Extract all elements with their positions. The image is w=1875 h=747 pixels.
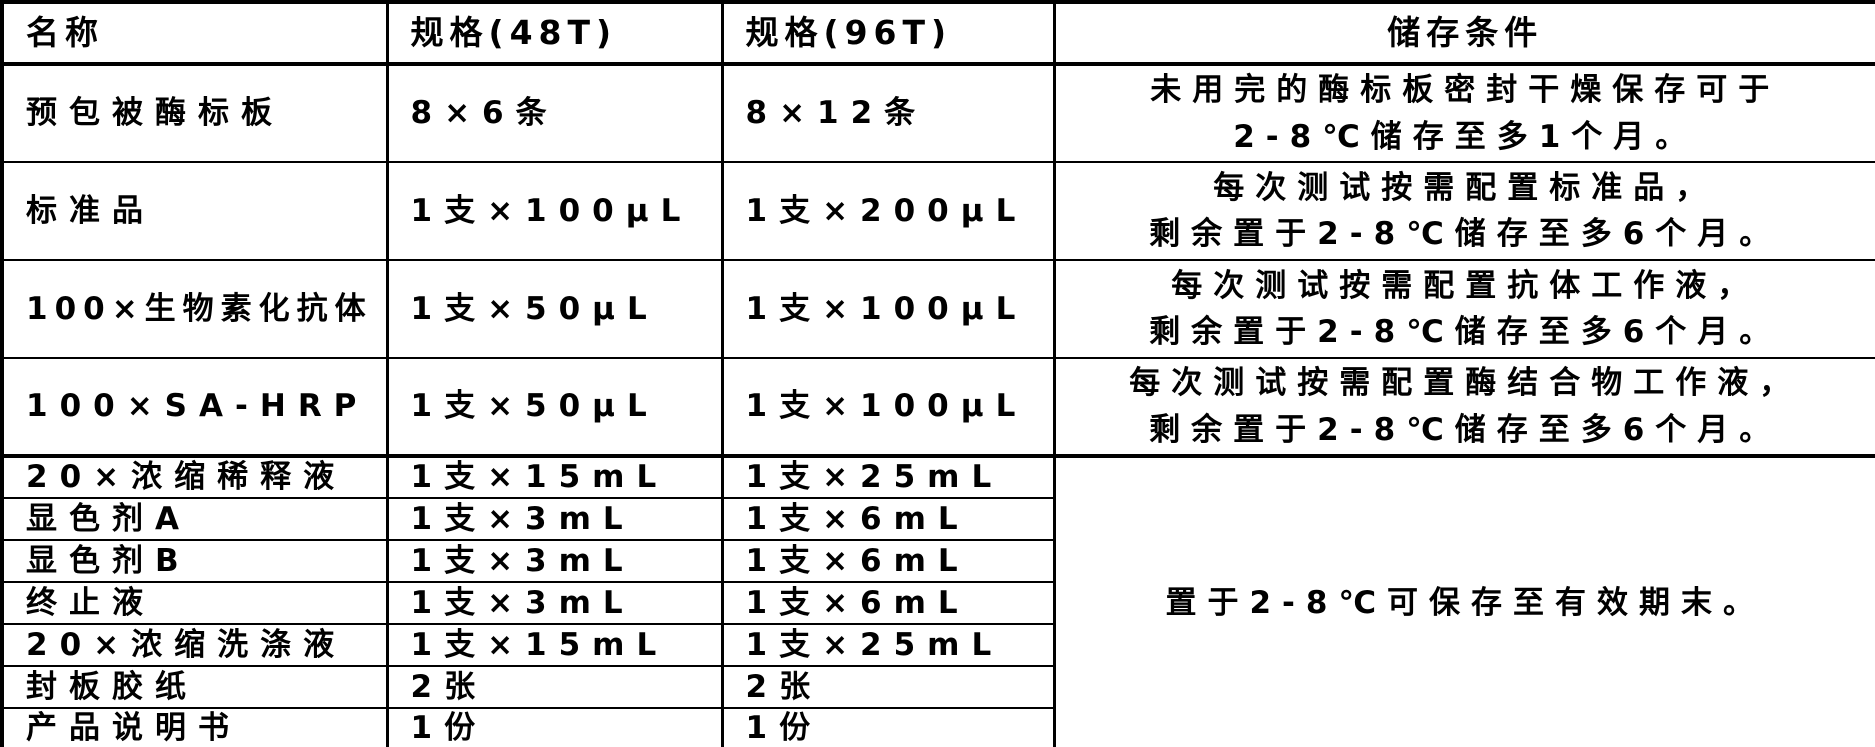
cell-name: 产品说明书: [0, 707, 389, 747]
table-row: 显色剂B 1支×3mL 1支×6mL: [0, 539, 1875, 583]
table-row: 预包被酶标板 8×6条 8×12条 未用完的酶标板密封干燥保存可于 2-8℃储存…: [0, 63, 1875, 163]
table-row: 20×浓缩洗涤液 1支×15mL 1支×25mL: [0, 623, 1875, 667]
table-row: 封板胶纸 2张 2张: [0, 665, 1875, 709]
cell-spec96: 1支×100μL: [720, 357, 1056, 457]
cell-spec96: 1支×25mL: [720, 623, 1056, 667]
cell-name: 20×浓缩稀释液: [0, 454, 389, 499]
cell-storage: 每次测试按需配置酶结合物工作液， 剩余置于2-8℃储存至多6个月。: [1052, 357, 1875, 457]
cell-spec96: 1支×6mL: [720, 581, 1056, 625]
table-row: 产品说明书 1份 1份: [0, 707, 1875, 747]
cell-storage: 每次测试按需配置标准品， 剩余置于2-8℃储存至多6个月。: [1052, 161, 1875, 261]
cell-spec48: 1支×50μL: [385, 259, 724, 359]
cell-spec48: 1支×3mL: [385, 497, 724, 541]
cell-spec48: 1支×50μL: [385, 357, 724, 457]
cell-spec96: 1支×6mL: [720, 539, 1056, 583]
cell-spec48: 2张: [385, 665, 724, 709]
cell-spec48: 1支×3mL: [385, 581, 724, 625]
cell-spec48: 1支×3mL: [385, 539, 724, 583]
cell-spec96: 1支×100μL: [720, 259, 1056, 359]
table-row: 20×浓缩稀释液 1支×15mL 1支×25mL 置于2-8℃可保存至有效期末。: [0, 454, 1875, 747]
cell-spec48: 1支×15mL: [385, 623, 724, 667]
header-row: 名称 规格(48T) 规格(96T) 储存条件: [0, 1, 1875, 66]
cell-name: 预包被酶标板: [0, 63, 389, 163]
cell-storage: 每次测试按需配置抗体工作液， 剩余置于2-8℃储存至多6个月。: [1052, 259, 1875, 359]
table-row: 终止液 1支×3mL 1支×6mL: [0, 581, 1875, 625]
cell-spec96: 2张: [720, 665, 1056, 709]
cell-name: 20×浓缩洗涤液: [0, 623, 389, 667]
cell-name: 显色剂A: [0, 497, 389, 541]
cell-spec96: 1份: [720, 707, 1056, 747]
cell-name: 标准品: [0, 161, 389, 261]
cell-spec48: 1支×15mL: [385, 454, 724, 499]
cell-spec48: 8×6条: [385, 63, 724, 163]
column-header-spec96: 规格(96T): [720, 1, 1056, 66]
table-row: 100×生物素化抗体 1支×50μL 1支×100μL 每次测试按需配置抗体工作…: [0, 259, 1875, 359]
cell-spec96: 1支×25mL: [720, 454, 1056, 499]
cell-name: 100×SA-HRP: [0, 357, 389, 457]
table-row: 显色剂A 1支×3mL 1支×6mL: [0, 497, 1875, 541]
cell-spec48: 1支×100μL: [385, 161, 724, 261]
column-header-storage: 储存条件: [1052, 1, 1875, 66]
cell-storage-merged: 置于2-8℃可保存至有效期末。: [1052, 454, 1875, 747]
cell-name: 显色剂B: [0, 539, 389, 583]
table-row: 标准品 1支×100μL 1支×200μL 每次测试按需配置标准品， 剩余置于2…: [0, 161, 1875, 261]
cell-name: 终止液: [0, 581, 389, 625]
cell-spec96: 8×12条: [720, 63, 1056, 163]
column-header-spec48: 规格(48T): [385, 1, 724, 66]
column-header-name: 名称: [0, 1, 389, 66]
cell-name: 封板胶纸: [0, 665, 389, 709]
cell-storage: 未用完的酶标板密封干燥保存可于 2-8℃储存至多1个月。: [1052, 63, 1875, 163]
table-row: 100×SA-HRP 1支×50μL 1支×100μL 每次测试按需配置酶结合物…: [0, 357, 1875, 457]
cell-spec48: 1份: [385, 707, 724, 747]
cell-spec96: 1支×200μL: [720, 161, 1056, 261]
cell-name: 100×生物素化抗体: [0, 259, 389, 359]
cell-spec96: 1支×6mL: [720, 497, 1056, 541]
